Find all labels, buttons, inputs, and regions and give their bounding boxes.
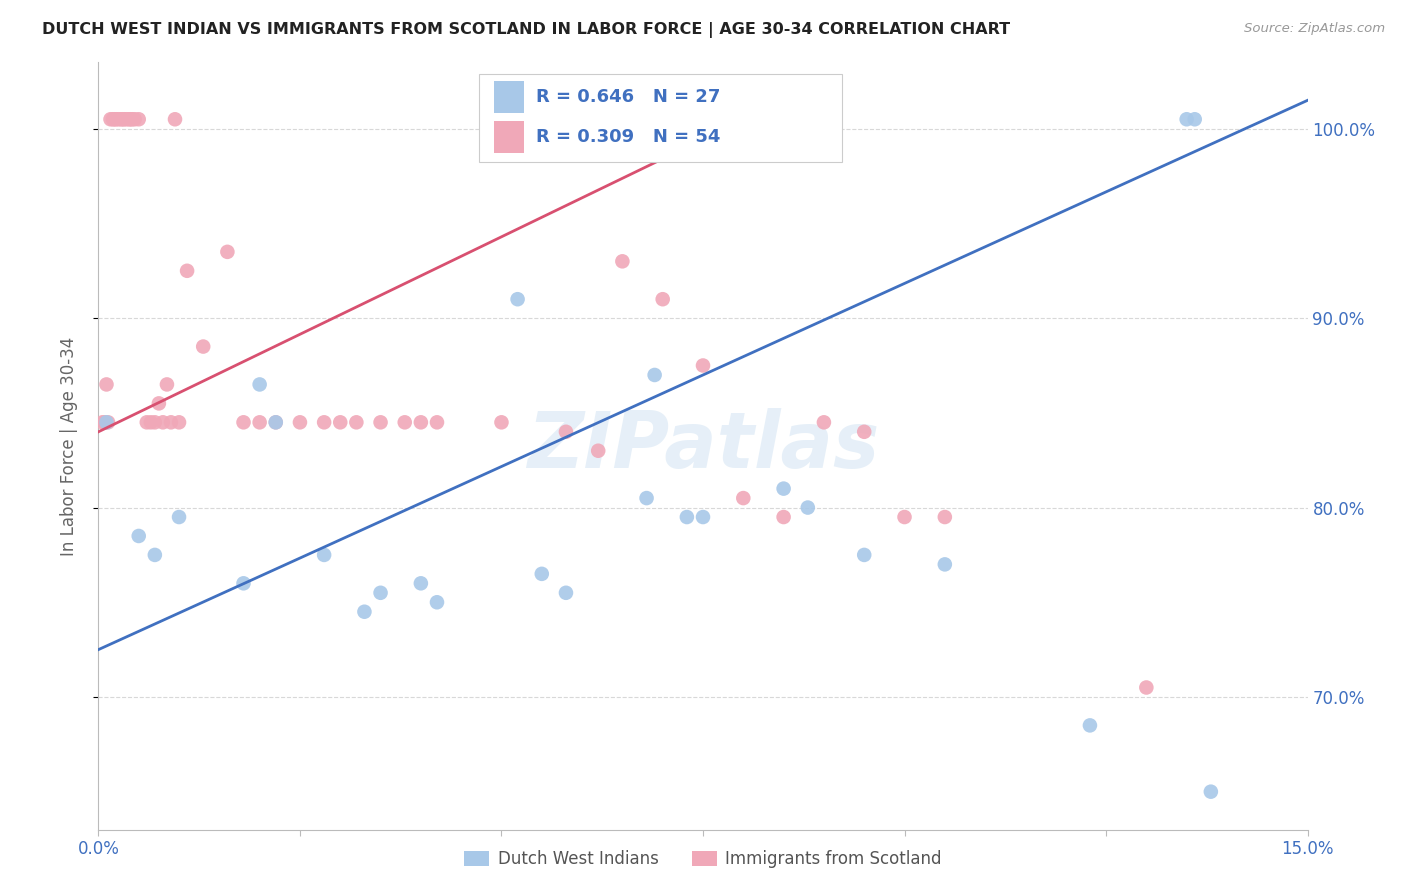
Point xyxy=(853,548,876,562)
Point xyxy=(143,415,166,429)
Point xyxy=(733,491,755,505)
Point xyxy=(1175,112,1198,127)
Bar xyxy=(494,80,524,112)
Point xyxy=(772,510,794,524)
Point xyxy=(124,112,146,127)
Point xyxy=(96,415,118,429)
Point xyxy=(692,510,714,524)
Point xyxy=(353,605,375,619)
Point xyxy=(139,415,162,429)
Point xyxy=(651,292,673,306)
Point xyxy=(232,415,254,429)
Bar xyxy=(494,121,524,153)
Text: R = 0.309   N = 54: R = 0.309 N = 54 xyxy=(536,128,720,146)
Point xyxy=(555,425,578,439)
Point xyxy=(797,500,820,515)
Legend: Dutch West Indians, Immigrants from Scotland: Dutch West Indians, Immigrants from Scot… xyxy=(457,844,949,875)
Point xyxy=(176,264,198,278)
Point xyxy=(692,359,714,373)
Point xyxy=(105,112,128,127)
Point xyxy=(1078,718,1101,732)
Point xyxy=(91,415,114,429)
Point xyxy=(1184,112,1206,127)
Point xyxy=(612,254,634,268)
Text: Source: ZipAtlas.com: Source: ZipAtlas.com xyxy=(1244,22,1385,36)
Point xyxy=(934,510,956,524)
Point xyxy=(491,415,513,429)
Text: DUTCH WEST INDIAN VS IMMIGRANTS FROM SCOTLAND IN LABOR FORCE | AGE 30-34 CORRELA: DUTCH WEST INDIAN VS IMMIGRANTS FROM SCO… xyxy=(42,22,1011,38)
Point xyxy=(506,292,529,306)
Point xyxy=(97,415,120,429)
Point xyxy=(128,529,150,543)
Point xyxy=(394,415,416,429)
Point xyxy=(636,491,658,505)
Point xyxy=(426,415,449,429)
Point xyxy=(853,425,876,439)
Y-axis label: In Labor Force | Age 30-34: In Labor Force | Age 30-34 xyxy=(59,336,77,556)
Point xyxy=(530,566,553,581)
Point xyxy=(167,415,190,429)
Point xyxy=(288,415,311,429)
Point xyxy=(120,112,142,127)
Point xyxy=(217,244,239,259)
Point xyxy=(676,510,699,524)
Point xyxy=(152,415,174,429)
Point xyxy=(249,415,271,429)
Point xyxy=(163,112,186,127)
Point xyxy=(555,586,578,600)
Point xyxy=(156,377,179,392)
Point xyxy=(409,415,432,429)
Point xyxy=(329,415,352,429)
Point xyxy=(103,112,125,127)
Point xyxy=(644,368,666,382)
Point xyxy=(813,415,835,429)
Point xyxy=(934,558,956,572)
Point xyxy=(249,377,271,392)
Point xyxy=(100,112,122,127)
Point xyxy=(115,112,138,127)
Point xyxy=(96,377,118,392)
Point xyxy=(143,548,166,562)
Point xyxy=(314,415,336,429)
Point xyxy=(94,415,117,429)
Point xyxy=(167,510,190,524)
Point xyxy=(232,576,254,591)
Point xyxy=(121,112,143,127)
Point xyxy=(1135,681,1157,695)
Point xyxy=(110,112,132,127)
Point xyxy=(160,415,183,429)
Point xyxy=(370,415,392,429)
FancyBboxPatch shape xyxy=(479,74,842,162)
Text: ZIPatlas: ZIPatlas xyxy=(527,408,879,484)
Text: R = 0.646   N = 27: R = 0.646 N = 27 xyxy=(536,87,720,105)
Point xyxy=(772,482,794,496)
Point xyxy=(1199,785,1222,799)
Point xyxy=(128,112,150,127)
Point xyxy=(193,340,215,354)
Point xyxy=(264,415,287,429)
Point xyxy=(112,112,135,127)
Point xyxy=(101,112,124,127)
Point xyxy=(118,112,141,127)
Point xyxy=(135,415,157,429)
Point xyxy=(370,586,392,600)
Point xyxy=(264,415,287,429)
Point xyxy=(893,510,915,524)
Point xyxy=(426,595,449,609)
Point xyxy=(586,443,609,458)
Point xyxy=(111,112,134,127)
Point xyxy=(148,396,170,410)
Point xyxy=(409,576,432,591)
Point xyxy=(107,112,129,127)
Point xyxy=(344,415,367,429)
Point xyxy=(314,548,336,562)
